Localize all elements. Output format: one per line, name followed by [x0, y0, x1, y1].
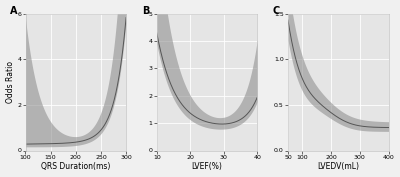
X-axis label: LVEF(%): LVEF(%)	[192, 162, 222, 172]
X-axis label: QRS Duration(ms): QRS Duration(ms)	[41, 162, 110, 172]
Text: A: A	[10, 5, 18, 16]
X-axis label: LVEDV(mL): LVEDV(mL)	[317, 162, 359, 172]
Y-axis label: Odds Ratio: Odds Ratio	[6, 61, 14, 103]
Text: B: B	[142, 5, 149, 16]
Text: C: C	[273, 5, 280, 16]
